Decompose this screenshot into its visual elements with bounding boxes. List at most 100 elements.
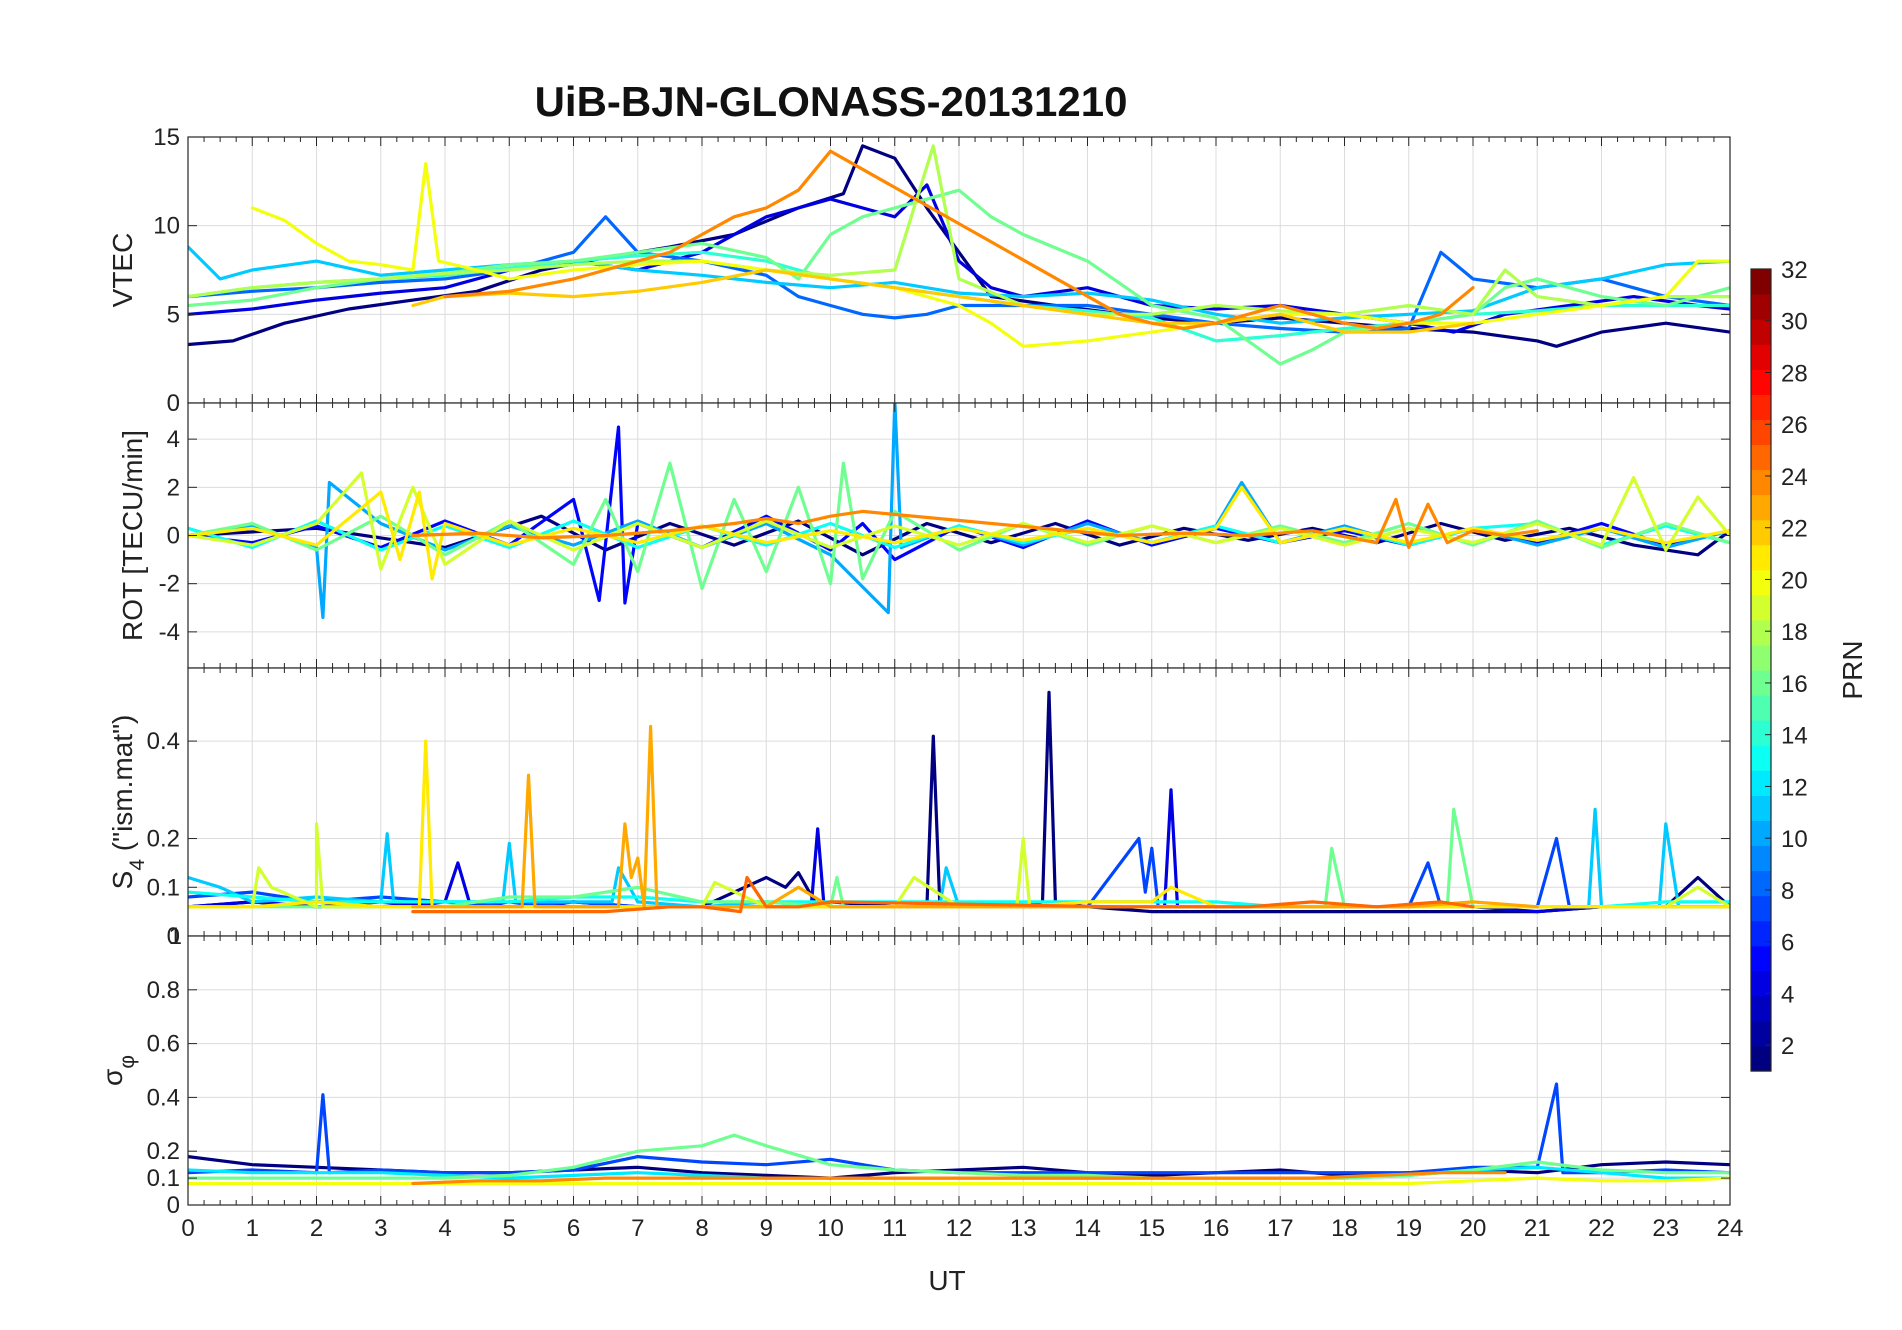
y-tick-label: 5 xyxy=(167,301,180,328)
colorbar-cell xyxy=(1751,720,1771,746)
panel-s4: 0 0.1 0.2 0.4S4 ("ism.mat") xyxy=(107,667,1731,950)
colorbar-tick-label: 20 xyxy=(1781,567,1808,594)
series-group xyxy=(188,690,1730,914)
colorbar-cell xyxy=(1751,945,1771,972)
y-axis-label: VTEC xyxy=(107,233,138,308)
series-line-prn-21 xyxy=(188,485,1730,581)
colorbar-cell xyxy=(1751,619,1771,646)
x-tick-label: 21 xyxy=(1524,1215,1551,1242)
panel-vtec: 0 5 10 15 VTEC xyxy=(107,124,1731,417)
x-tick-label: 2 xyxy=(310,1215,323,1242)
y-tick-label: 2 xyxy=(167,474,180,501)
panel-rot: -4 -2 0 2 4 ROT [TECU/min] xyxy=(117,402,1731,669)
colorbar-label: PRN xyxy=(1837,640,1868,699)
y-axis-label: S4 ("ism.mat") xyxy=(107,715,149,890)
x-tick-label: 20 xyxy=(1460,1215,1487,1242)
colorbar-tick-label: 24 xyxy=(1781,464,1808,491)
colorbar-cell xyxy=(1751,544,1771,571)
colorbar-cell xyxy=(1751,695,1771,721)
series-line-prn-24 xyxy=(411,1171,1507,1186)
colorbar-cell xyxy=(1751,594,1771,621)
series-group xyxy=(188,144,1730,366)
y-tick-label: 0.4 xyxy=(147,1084,180,1111)
x-tick-label: 23 xyxy=(1652,1215,1679,1242)
colorbar-cell xyxy=(1751,795,1771,821)
colorbar-cell xyxy=(1751,444,1771,471)
y-tick-label: 0 xyxy=(167,923,180,950)
colorbar-cell xyxy=(1751,995,1771,1022)
y-tick-label: 0.2 xyxy=(147,826,180,853)
colorbar-cell xyxy=(1751,670,1771,696)
y-tick-label: 0 xyxy=(167,1192,180,1219)
x-axis-label: UT xyxy=(928,1265,965,1296)
colorbar-cell xyxy=(1751,920,1771,947)
y-tick-label: 1 xyxy=(169,923,182,950)
y-tick-label: 0.2 xyxy=(147,1138,180,1165)
y-axis-label: ROT [TECU/min] xyxy=(117,430,148,641)
colorbar-cell xyxy=(1751,319,1771,345)
y-tick-label: 0.4 xyxy=(147,728,180,755)
colorbar-cell xyxy=(1751,344,1771,370)
x-tick-label: 15 xyxy=(1138,1215,1165,1242)
x-tick-label: 10 xyxy=(817,1215,844,1242)
colorbar-cell xyxy=(1751,644,1771,671)
x-tick-label: 16 xyxy=(1203,1215,1230,1242)
series-line-prn-18 xyxy=(188,144,1730,316)
y-tick-label: 0.6 xyxy=(147,1031,180,1058)
y-tick-label: 4 xyxy=(167,426,180,453)
colorbar-tick-label: 28 xyxy=(1781,360,1808,387)
x-axis: 0 1 2 3 4 5 6 7 8 9 10 11 12 13 14 15 16 17 18 19 20 21 22 23 24 xyxy=(181,1215,1743,1242)
x-tick-label: 12 xyxy=(946,1215,973,1242)
axes-box xyxy=(187,935,1731,1206)
x-tick-label: 6 xyxy=(567,1215,580,1242)
colorbar-box xyxy=(1750,268,1772,1072)
colorbar-cell xyxy=(1751,1045,1771,1072)
colorbar-cell xyxy=(1751,269,1771,295)
colorbar-tick-label: 30 xyxy=(1781,309,1808,336)
y-tick-label: 0 xyxy=(167,390,180,417)
series-group xyxy=(188,1082,1730,1186)
colorbar-tick-label: 2 xyxy=(1781,1033,1794,1060)
series-line-prn-24 xyxy=(411,497,1539,550)
colorbar-cell xyxy=(1751,845,1771,872)
x-tick-label: 4 xyxy=(438,1215,451,1242)
series-group xyxy=(188,403,1730,620)
colorbar-tick-label: 12 xyxy=(1781,774,1808,801)
y-tick-label: 0 xyxy=(167,523,180,550)
colorbar-cell xyxy=(1751,294,1771,320)
colorbar-cell xyxy=(1751,494,1771,521)
colorbar-tick-label: 22 xyxy=(1781,516,1808,543)
colorbar-cell xyxy=(1751,870,1771,897)
x-tick-label: 7 xyxy=(631,1215,644,1242)
colorbar-cell xyxy=(1751,895,1771,922)
x-tick-label: 18 xyxy=(1331,1215,1358,1242)
colorbar-tick-label: 26 xyxy=(1781,412,1808,439)
series-line-prn-25 xyxy=(411,875,1475,914)
colorbar-cell xyxy=(1751,419,1771,446)
y-tick-label: 15 xyxy=(153,124,180,151)
colorbar-cell xyxy=(1751,970,1771,997)
x-tick-label: 1 xyxy=(246,1215,259,1242)
colorbar-cell xyxy=(1751,745,1771,771)
series-line-prn-23 xyxy=(411,724,1539,909)
colorbar-cell xyxy=(1751,369,1771,395)
y-tick-label: 10 xyxy=(153,213,180,240)
series-line-prn-16 xyxy=(188,1133,1730,1180)
y-tick-label: 0.8 xyxy=(147,977,180,1004)
x-tick-label: 22 xyxy=(1588,1215,1615,1242)
y-tick-label: -2 xyxy=(159,571,180,598)
y-axis-label: σφ xyxy=(97,1055,139,1086)
colorbar-tick-label: 8 xyxy=(1781,878,1794,905)
colorbar-cell xyxy=(1751,569,1771,596)
colorbar-cell xyxy=(1751,1020,1771,1047)
series-line-prn-22 xyxy=(411,268,1475,334)
colorbar-tick-label: 14 xyxy=(1781,723,1808,750)
x-tick-label: 24 xyxy=(1717,1215,1744,1242)
colorbar-cell xyxy=(1751,394,1771,420)
x-tick-label: 0 xyxy=(181,1215,194,1242)
colorbar-tick-label: 10 xyxy=(1781,826,1808,853)
colorbar-cell xyxy=(1751,469,1771,496)
